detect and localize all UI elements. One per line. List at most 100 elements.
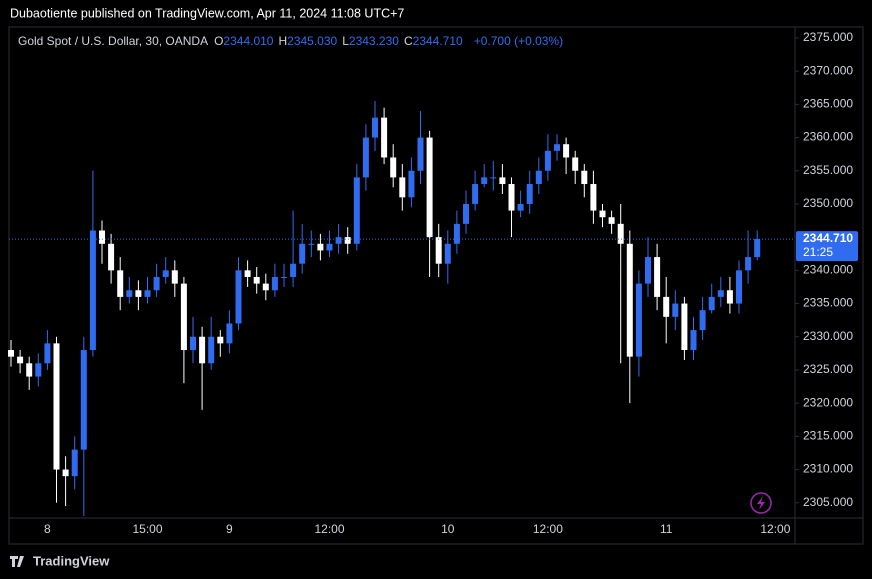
candle-body <box>89 230 96 351</box>
candle-body <box>408 170 415 198</box>
candle-body <box>681 303 688 351</box>
candle-body <box>599 210 606 218</box>
candle-body <box>444 243 451 264</box>
candle-body <box>8 350 14 357</box>
candle-body <box>35 363 42 377</box>
y-tick-label: 2365.000 <box>803 97 853 111</box>
logo-mark <box>10 556 24 567</box>
candle-body <box>508 184 515 211</box>
candle-body <box>62 469 69 477</box>
x-tick-label: 12:00 <box>533 522 563 536</box>
candle-body <box>271 276 278 291</box>
candle-body <box>99 230 105 244</box>
candle-body <box>117 270 124 297</box>
header: Dubaotiente published on TradingView.com… <box>10 6 404 20</box>
candle-body <box>535 170 542 185</box>
candle-body <box>481 177 488 185</box>
legend-low: 2343.230 <box>349 34 399 48</box>
candle-body <box>563 144 570 158</box>
y-tick-label: 2355.000 <box>803 163 853 177</box>
logo-text: TradingView <box>33 553 110 568</box>
x-tick-label: 15:00 <box>132 522 162 536</box>
candle-body <box>171 270 178 284</box>
last-price-label: 2344.710 <box>803 231 853 245</box>
symbol-title: Gold Spot / U.S. Dollar, 30, OANDA <box>18 34 208 48</box>
candle-body <box>517 203 524 211</box>
candle-body <box>490 177 497 179</box>
candle-body <box>281 276 287 278</box>
y-tick-label: 2305.000 <box>803 495 853 509</box>
y-tick-label: 2330.000 <box>803 329 853 343</box>
legend-change: +0.700 (+0.03%) <box>474 34 563 48</box>
candle-body <box>344 237 351 244</box>
x-tick-label: 8 <box>44 522 51 536</box>
candle-body <box>144 290 151 297</box>
candle-body <box>190 336 196 351</box>
alert-bolt <box>757 496 765 510</box>
y-tick-label: 2375.000 <box>803 30 853 44</box>
candle-body <box>690 330 697 351</box>
candle-body <box>581 170 588 185</box>
candle-body <box>399 177 406 198</box>
candle-body <box>554 144 560 151</box>
alert-icon[interactable] <box>750 492 772 514</box>
candle-body <box>262 283 269 291</box>
legend-open: 2344.010 <box>223 34 273 48</box>
candle-body <box>463 203 469 224</box>
candle-body <box>26 363 33 377</box>
x-tick-label: 11 <box>660 522 673 536</box>
legend-low-label: L <box>342 34 349 48</box>
candle-body <box>617 223 624 244</box>
y-tick-label: 2335.000 <box>803 296 853 310</box>
legend-close: 2344.710 <box>413 34 463 48</box>
y-tick-label: 2350.000 <box>803 196 853 210</box>
candle-body <box>235 270 242 324</box>
chart-frame <box>8 26 864 545</box>
candle-body <box>162 270 169 277</box>
candle-body <box>717 290 724 297</box>
candle-body <box>663 296 670 317</box>
candle-body <box>253 276 260 284</box>
candle-body <box>317 243 324 251</box>
countdown: 21:25 <box>803 245 833 259</box>
candle-body <box>745 257 752 271</box>
candle-body <box>435 237 442 264</box>
candle-body <box>299 243 306 264</box>
candle-body <box>372 117 378 138</box>
candle-body <box>335 237 342 244</box>
candle-body <box>180 283 187 351</box>
candle-body <box>608 217 615 224</box>
y-tick-label: 2370.000 <box>803 63 853 77</box>
candle-body <box>572 157 579 171</box>
candle-body <box>308 243 315 245</box>
candle-body <box>17 356 24 364</box>
y-tick-label: 2325.000 <box>803 362 853 376</box>
candle-body <box>708 296 715 311</box>
candle-body <box>108 243 115 271</box>
candle-body <box>208 336 215 364</box>
legend-high-label: H <box>278 34 287 48</box>
y-tick-label: 2340.000 <box>803 263 853 277</box>
logo: TradingView <box>10 553 110 568</box>
legend-close-label: C <box>404 34 413 48</box>
candle-body <box>736 270 742 304</box>
x-tick-label: 10 <box>441 522 455 536</box>
last-price-box <box>796 231 858 262</box>
x-tick-label: 12:00 <box>314 522 344 536</box>
candle-body <box>226 323 233 344</box>
candle-body <box>326 243 333 251</box>
y-tick-label: 2320.000 <box>803 395 853 409</box>
y-tick-label: 2360.000 <box>803 130 853 144</box>
legend-open-label: O <box>214 34 223 48</box>
candle-body <box>499 177 506 185</box>
candle-body <box>71 449 78 477</box>
y-tick-label: 2315.000 <box>803 429 853 443</box>
candle-body <box>626 243 633 357</box>
candle-body <box>390 157 397 178</box>
candle-body <box>635 283 642 357</box>
candle-body <box>672 303 679 317</box>
candle-body <box>544 150 551 171</box>
candle-body <box>199 336 206 364</box>
x-tick-label: 12:00 <box>760 522 790 536</box>
